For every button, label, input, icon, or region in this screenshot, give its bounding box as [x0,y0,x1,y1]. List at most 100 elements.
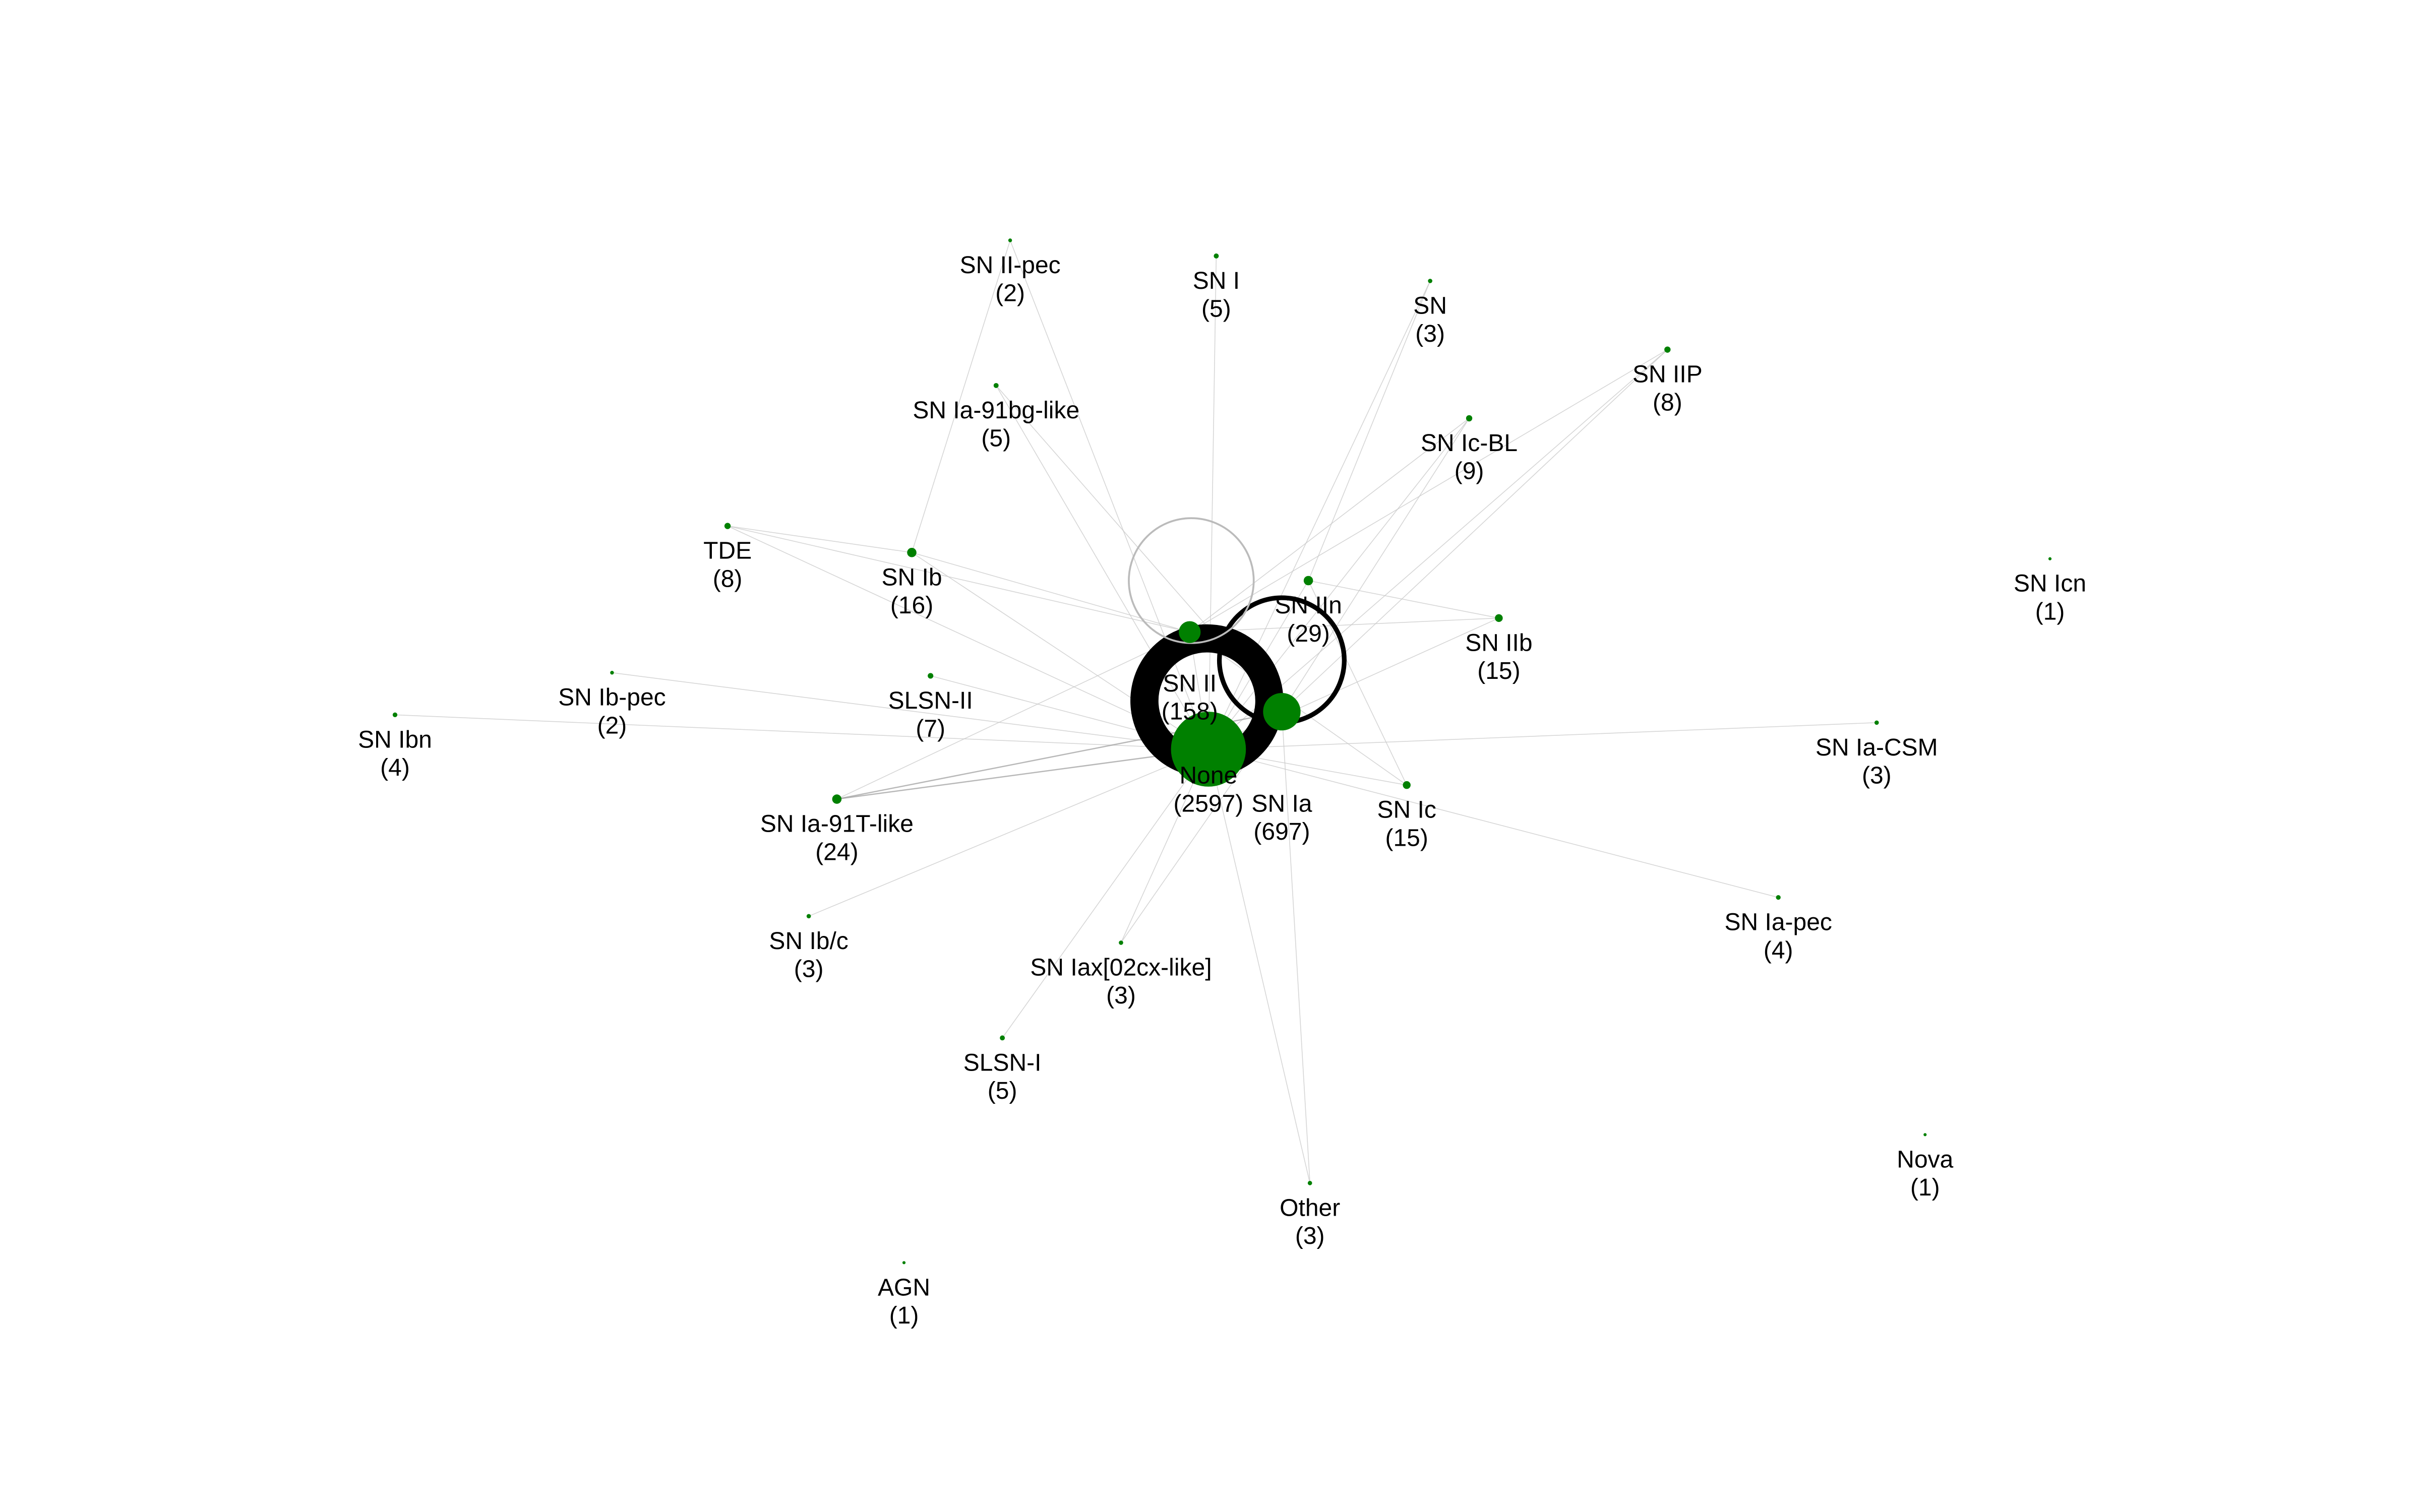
node-sn-iin[interactable] [1303,576,1313,586]
edge-sn-ia-other [1281,712,1310,1183]
edge-none-tde [727,525,1209,750]
edge-none-sn-ia-csm [1208,722,1877,750]
node-sn-i[interactable] [1214,253,1219,259]
self-loop-sn-ii [1128,517,1255,644]
node-label-slsn-i: SLSN-I [963,1049,1042,1076]
node-label-none: None [1180,763,1238,789]
node-sn[interactable] [1428,279,1432,283]
edge-none-sn-ibn [395,714,1208,750]
node-count-tde: (8) [713,565,743,592]
node-sn-ii-pec[interactable] [1008,238,1012,242]
node-label-sn-ibn: SN Ibn [358,726,432,753]
node-label-sn-ia-csm: SN Ia-CSM [1816,734,1938,761]
node-sn-ibn[interactable] [392,712,398,717]
edge-sn-iin-sn-iib [1308,580,1499,619]
node-label-sn-ia: SN Ia [1251,790,1312,817]
node-count-sn-iin: (29) [1287,620,1329,647]
edge-sn-ii-sn-iip [1189,349,1668,633]
node-sn-ii[interactable] [1179,621,1201,643]
node-count-sn-i: (5) [1201,296,1231,323]
node-label-other: Other [1280,1194,1340,1221]
node-label-tde: TDE [703,538,752,564]
node-agn[interactable] [902,1261,906,1265]
node-label-sn-ic: SN Ic [1377,797,1436,824]
node-sn-ia-91bg-like[interactable] [993,383,999,388]
edge-sn-ii-sn-ic-bl [1189,418,1470,633]
edge-sn-ib-sn-ii-pec [911,240,1011,553]
node-sn-ib-c[interactable] [806,914,811,919]
node-sn-iax[interactable] [1119,940,1123,945]
node-count-sn-iax: (3) [1106,982,1136,1009]
node-sn-ic[interactable] [1403,781,1411,789]
node-count-slsn-i: (5) [988,1078,1017,1104]
node-sn-ic-bl[interactable] [1466,415,1473,422]
edge-none-sn-ib-pec [612,672,1209,750]
node-count-sn-ii: (158) [1162,699,1218,725]
node-label-sn-ib-pec: SN Ib-pec [558,684,666,711]
node-label-sn: SN [1413,292,1447,319]
node-count-sn-ia: (697) [1253,818,1310,845]
edge-none-slsn-i [1002,748,1209,1038]
edge-none-sn [1208,281,1431,749]
node-none[interactable] [1171,712,1246,787]
node-label-sn-iax: SN Iax[02cx-like] [1030,954,1212,981]
node-count-sn-iip: (8) [1653,389,1682,416]
node-count-sn-ii-pec: (2) [995,280,1025,307]
node-count-other: (3) [1295,1223,1325,1249]
edge-sn-ib-tde [727,525,912,553]
node-label-sn-i: SN I [1193,268,1240,294]
node-count-sn-ia-csm: (3) [1862,763,1892,789]
node-label-sn-iip: SN IIP [1632,361,1703,388]
node-count-sn-ib-c: (3) [794,956,824,983]
node-label-sn-ia-pec: SN Ia-pec [1725,909,1832,936]
edge-none-sn-ia-91t-like [836,748,1209,800]
node-slsn-ii[interactable] [928,673,934,679]
edge-none-sn-i [1208,256,1217,749]
node-label-slsn-ii: SLSN-II [888,687,973,714]
edge-none-sn-ii-pec [1009,240,1209,749]
node-label-agn: AGN [878,1274,930,1301]
edge-sn-ii-tde [727,525,1190,633]
node-sn-icn[interactable] [2048,557,2052,560]
node-nova[interactable] [1923,1133,1927,1137]
node-label-sn-ib-c: SN Ib/c [769,928,848,955]
node-count-sn-ic-bl: (9) [1455,458,1484,485]
node-count-slsn-ii: (7) [916,716,945,742]
label-layer: None(2597) SN Ia(697) SN II(158) SN IIn(29)… [358,252,2086,1329]
node-slsn-i[interactable] [1000,1035,1005,1041]
node-sn-ib-pec[interactable] [610,670,614,675]
node-sn-iib[interactable] [1495,614,1503,622]
edge-sn-iin-sn [1308,281,1431,581]
edge-none-sn-ia-91bg-like [996,385,1209,749]
node-sn-ib[interactable] [907,547,917,557]
node-sn-ia[interactable] [1263,692,1301,731]
edge-sn-ii-sn-ib [912,552,1190,633]
node-sn-ia-91t-like[interactable] [832,794,842,804]
node-label-sn-ii: SN II [1163,670,1217,697]
node-label-sn-ia-91t-like: SN Ia-91T-like [760,811,914,838]
edge-sn-ii-sn-ia-91t-like [836,632,1190,800]
node-count-sn-ia-91bg-like: (5) [981,425,1011,452]
node-count-sn-ib-pec: (2) [597,712,627,739]
node-count-sn-ib: (16) [890,592,933,619]
edge-sn-ia-sn-iip [1281,349,1668,712]
node-other[interactable] [1307,1181,1312,1185]
node-count-sn-ia-91t-like: (24) [815,839,858,865]
node-label-sn-icn: SN Icn [2014,571,2086,597]
node-count-sn-ibn: (4) [380,754,410,781]
node-count-sn: (3) [1415,321,1445,347]
node-sn-ia-csm[interactable] [1874,720,1879,725]
node-label-sn-ib: SN Ib [881,564,942,591]
node-count-nova: (1) [1910,1174,1940,1201]
edge-none-other [1208,749,1310,1183]
node-count-sn-icn: (1) [2035,598,2065,625]
node-tde[interactable] [724,523,731,529]
edge-none-sn-ic-bl [1208,418,1470,749]
node-count-agn: (1) [889,1302,919,1329]
edge-none-sn-ib-c [808,748,1209,917]
edge-none-sn-ia-pec [1208,748,1779,898]
node-label-sn-iib: SN IIb [1465,629,1532,656]
node-sn-ia-pec[interactable] [1776,895,1781,900]
node-count-sn-ic: (15) [1385,825,1428,851]
node-sn-iip[interactable] [1664,346,1671,353]
